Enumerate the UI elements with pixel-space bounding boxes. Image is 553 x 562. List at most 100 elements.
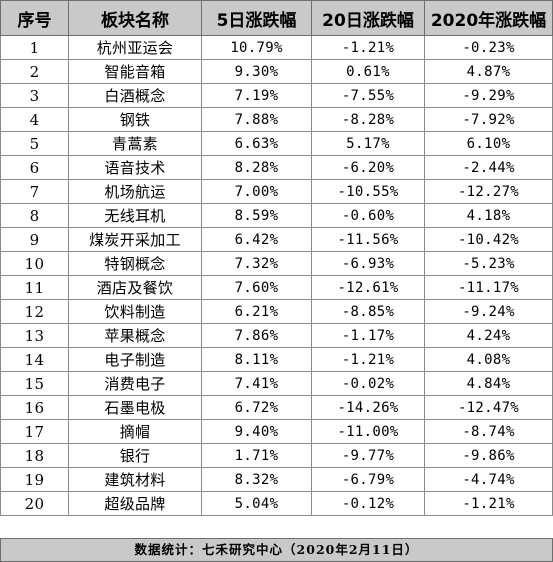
cell-index: 2 <box>0 59 69 84</box>
sector-performance-table: 序号 板块名称 5日涨跌幅 20日涨跌幅 2020年涨跌幅 1 杭州亚运会 10.7… <box>0 0 553 516</box>
table-row: 8 无线耳机 8.59% -0.60% 4.18% <box>0 203 553 228</box>
table-row: 6 语音技术 8.28% -6.20% -2.44% <box>0 155 553 180</box>
table-row: 12 饮料制造 6.21% -8.85% -9.24% <box>0 299 553 324</box>
cell-sector-name: 饮料制造 <box>68 299 202 324</box>
cell-5day-change: 7.88% <box>201 107 312 132</box>
cell-sector-name: 苹果概念 <box>68 323 202 348</box>
cell-index: 18 <box>0 443 69 468</box>
cell-20day-change: -1.21% <box>311 347 425 372</box>
cell-2020-change: -10.42% <box>424 227 553 252</box>
cell-sector-name: 酒店及餐饮 <box>68 275 202 300</box>
table-row: 16 石墨电极 6.72% -14.26% -12.47% <box>0 395 553 420</box>
cell-20day-change: -8.85% <box>311 299 425 324</box>
cell-2020-change: -1.21% <box>424 491 553 516</box>
cell-index: 17 <box>0 419 69 444</box>
cell-2020-change: 4.24% <box>424 323 553 348</box>
cell-index: 8 <box>0 203 69 228</box>
cell-5day-change: 6.42% <box>201 227 312 252</box>
cell-sector-name: 白酒概念 <box>68 83 202 108</box>
cell-sector-name: 无线耳机 <box>68 203 202 228</box>
cell-5day-change: 7.19% <box>201 83 312 108</box>
cell-index: 16 <box>0 395 69 420</box>
cell-index: 1 <box>0 35 69 60</box>
cell-2020-change: -0.23% <box>424 35 553 60</box>
table-row: 1 杭州亚运会 10.79% -1.21% -0.23% <box>0 35 553 60</box>
cell-20day-change: -12.61% <box>311 275 425 300</box>
cell-2020-change: -11.17% <box>424 275 553 300</box>
cell-2020-change: -8.74% <box>424 419 553 444</box>
table-row: 13 苹果概念 7.86% -1.17% 4.24% <box>0 323 553 348</box>
cell-20day-change: -1.21% <box>311 35 425 60</box>
table-row: 11 酒店及餐饮 7.60% -12.61% -11.17% <box>0 275 553 300</box>
cell-sector-name: 超级品牌 <box>68 491 202 516</box>
cell-5day-change: 1.71% <box>201 443 312 468</box>
cell-2020-change: 4.08% <box>424 347 553 372</box>
cell-20day-change: -10.55% <box>311 179 425 204</box>
cell-20day-change: -1.17% <box>311 323 425 348</box>
cell-2020-change: -7.92% <box>424 107 553 132</box>
cell-5day-change: 6.21% <box>201 299 312 324</box>
header-20day-change: 20日涨跌幅 <box>311 0 425 36</box>
cell-index: 5 <box>0 131 69 156</box>
cell-sector-name: 杭州亚运会 <box>68 35 202 60</box>
cell-index: 10 <box>0 251 69 276</box>
cell-sector-name: 电子制造 <box>68 347 202 372</box>
cell-2020-change: 4.87% <box>424 59 553 84</box>
header-sector-name: 板块名称 <box>68 0 202 36</box>
cell-index: 6 <box>0 155 69 180</box>
data-source-footer: 数据统计：七禾研究中心（2020年2月11日） <box>0 538 553 562</box>
cell-5day-change: 7.00% <box>201 179 312 204</box>
cell-20day-change: -9.77% <box>311 443 425 468</box>
cell-sector-name: 钢铁 <box>68 107 202 132</box>
cell-5day-change: 8.28% <box>201 155 312 180</box>
cell-index: 20 <box>0 491 69 516</box>
table-row: 2 智能音箱 9.30% 0.61% 4.87% <box>0 59 553 84</box>
cell-20day-change: -6.93% <box>311 251 425 276</box>
cell-index: 4 <box>0 107 69 132</box>
cell-sector-name: 消费电子 <box>68 371 202 396</box>
table-row: 7 机场航运 7.00% -10.55% -12.27% <box>0 179 553 204</box>
cell-5day-change: 7.86% <box>201 323 312 348</box>
header-5day-change: 5日涨跌幅 <box>201 0 312 36</box>
cell-index: 14 <box>0 347 69 372</box>
cell-20day-change: -8.28% <box>311 107 425 132</box>
table-header-row: 序号 板块名称 5日涨跌幅 20日涨跌幅 2020年涨跌幅 <box>0 0 553 36</box>
cell-5day-change: 9.30% <box>201 59 312 84</box>
cell-2020-change: -5.23% <box>424 251 553 276</box>
table-row: 10 特钢概念 7.32% -6.93% -5.23% <box>0 251 553 276</box>
cell-20day-change: -6.20% <box>311 155 425 180</box>
table-body: 1 杭州亚运会 10.79% -1.21% -0.23% 2 智能音箱 9.30% 0.61% 4… <box>0 35 553 516</box>
cell-5day-change: 6.63% <box>201 131 312 156</box>
cell-20day-change: -0.02% <box>311 371 425 396</box>
cell-index: 15 <box>0 371 69 396</box>
cell-2020-change: -9.24% <box>424 299 553 324</box>
cell-index: 19 <box>0 467 69 492</box>
cell-5day-change: 8.59% <box>201 203 312 228</box>
cell-index: 9 <box>0 227 69 252</box>
header-index: 序号 <box>0 0 69 36</box>
cell-20day-change: -11.56% <box>311 227 425 252</box>
cell-5day-change: 7.32% <box>201 251 312 276</box>
cell-index: 3 <box>0 83 69 108</box>
cell-2020-change: 4.18% <box>424 203 553 228</box>
cell-2020-change: -2.44% <box>424 155 553 180</box>
cell-index: 7 <box>0 179 69 204</box>
cell-index: 11 <box>0 275 69 300</box>
table-row: 19 建筑材料 8.32% -6.79% -4.74% <box>0 467 553 492</box>
cell-sector-name: 建筑材料 <box>68 467 202 492</box>
cell-5day-change: 8.11% <box>201 347 312 372</box>
cell-5day-change: 9.40% <box>201 419 312 444</box>
cell-20day-change: 5.17% <box>311 131 425 156</box>
table-row: 5 青蒿素 6.63% 5.17% 6.10% <box>0 131 553 156</box>
cell-sector-name: 智能音箱 <box>68 59 202 84</box>
cell-2020-change: -9.86% <box>424 443 553 468</box>
cell-20day-change: -11.00% <box>311 419 425 444</box>
cell-index: 12 <box>0 299 69 324</box>
table-row: 18 银行 1.71% -9.77% -9.86% <box>0 443 553 468</box>
cell-sector-name: 语音技术 <box>68 155 202 180</box>
table-row: 14 电子制造 8.11% -1.21% 4.08% <box>0 347 553 372</box>
cell-sector-name: 机场航运 <box>68 179 202 204</box>
cell-sector-name: 青蒿素 <box>68 131 202 156</box>
cell-20day-change: -0.12% <box>311 491 425 516</box>
cell-5day-change: 10.79% <box>201 35 312 60</box>
